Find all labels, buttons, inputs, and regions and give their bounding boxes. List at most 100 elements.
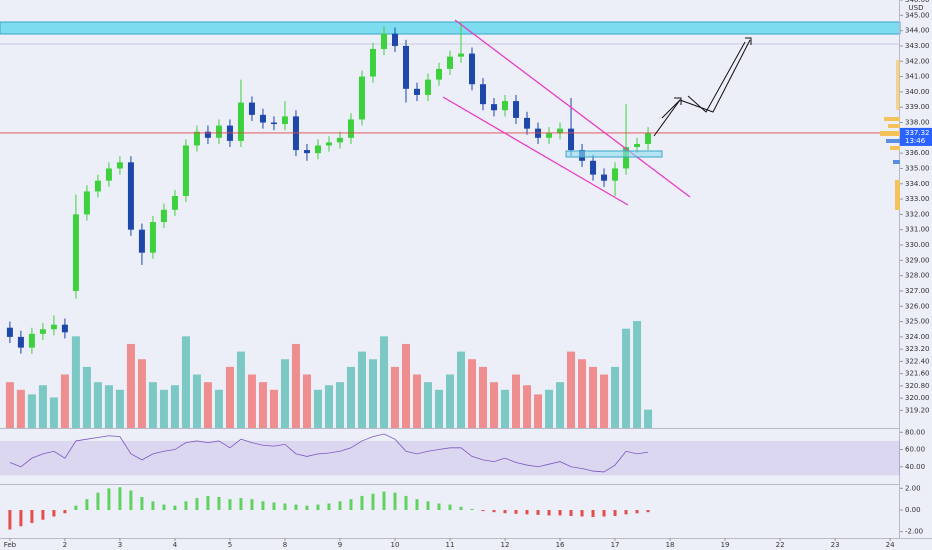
currency: USD bbox=[909, 4, 924, 12]
y-tick-label: 346.00 bbox=[905, 0, 930, 4]
macd-bar bbox=[316, 504, 320, 510]
macd-bar bbox=[426, 501, 430, 510]
volume-profile bbox=[896, 60, 900, 110]
macd-bar bbox=[305, 505, 309, 510]
volume-bar bbox=[280, 359, 289, 428]
candle-body bbox=[204, 131, 211, 138]
volume-bar bbox=[622, 328, 631, 428]
candle-body bbox=[336, 137, 343, 143]
candle-body bbox=[402, 45, 409, 89]
volume-bar bbox=[5, 382, 14, 428]
volume-bar bbox=[192, 374, 201, 428]
volume-bar bbox=[126, 343, 135, 428]
candle-body bbox=[435, 68, 442, 80]
candle-body bbox=[325, 142, 332, 146]
y-tick-label: 345.00 bbox=[905, 11, 930, 19]
volume-bar bbox=[457, 351, 466, 428]
y-tick-label: 2.00 bbox=[905, 484, 921, 492]
candle-body bbox=[469, 53, 476, 85]
candle-body bbox=[502, 101, 509, 111]
volume-bar bbox=[27, 394, 36, 428]
macd-bar bbox=[74, 505, 78, 510]
axis-separator bbox=[899, 0, 900, 538]
volume-bar bbox=[578, 359, 587, 428]
macd-bar bbox=[635, 510, 639, 514]
volume-bar bbox=[258, 382, 267, 428]
macd-bar bbox=[569, 510, 573, 516]
volume-bar bbox=[600, 374, 609, 428]
candle-body bbox=[215, 125, 222, 138]
x-tick-label: Feb bbox=[4, 541, 17, 549]
macd-bar bbox=[52, 510, 56, 517]
volume-bar bbox=[423, 382, 432, 428]
volume-profile bbox=[884, 117, 900, 121]
rsi-line bbox=[9, 433, 649, 473]
macd-bar bbox=[327, 503, 331, 510]
macd-bar bbox=[547, 510, 551, 516]
volume-bar bbox=[181, 336, 190, 428]
macd-bar bbox=[228, 499, 232, 510]
volume-bar bbox=[324, 385, 333, 428]
volume-profile bbox=[880, 131, 900, 136]
volume-bar bbox=[247, 374, 256, 428]
y-tick-label: 340.00 bbox=[905, 88, 930, 96]
candle-body bbox=[557, 128, 564, 134]
rsi-pane bbox=[0, 433, 900, 476]
y-tick-label: 325.00 bbox=[905, 318, 930, 326]
pane-separator bbox=[0, 484, 900, 485]
y-tick-label: 343.00 bbox=[905, 42, 930, 50]
macd-bar bbox=[371, 493, 375, 510]
y-tick-label: 336.00 bbox=[905, 149, 930, 157]
macd-bar bbox=[448, 504, 452, 510]
macd-bar bbox=[250, 499, 254, 510]
volume-bar bbox=[534, 394, 543, 428]
macd-bar bbox=[217, 497, 221, 510]
x-tick-label: 2 bbox=[63, 541, 67, 549]
macd-bar bbox=[624, 510, 628, 515]
candle-body bbox=[50, 324, 57, 330]
volume-bar bbox=[104, 385, 113, 428]
volume-bar bbox=[49, 397, 58, 428]
arrow-head bbox=[674, 37, 752, 105]
candle-body bbox=[171, 196, 178, 210]
candle-body bbox=[237, 102, 244, 141]
macd-bar bbox=[184, 501, 188, 510]
volume-profile bbox=[886, 139, 900, 143]
y-tick-label: 323.20 bbox=[905, 345, 930, 353]
y-tick-label: 341.00 bbox=[905, 73, 930, 81]
volume-bar bbox=[401, 343, 410, 428]
x-tick-label: 18 bbox=[666, 541, 675, 549]
volume-profile bbox=[895, 180, 900, 210]
volume-bar bbox=[556, 382, 565, 428]
candle-body bbox=[413, 88, 420, 95]
price-pane bbox=[0, 21, 900, 354]
volume-bar bbox=[390, 366, 399, 428]
candle-body bbox=[480, 84, 487, 105]
macd-bar bbox=[283, 503, 287, 510]
candle-body bbox=[182, 145, 189, 197]
x-tick-label: 4 bbox=[173, 541, 178, 549]
volume-bar bbox=[434, 389, 443, 428]
volume-bar bbox=[38, 385, 47, 428]
y-tick-label: 327.00 bbox=[905, 287, 930, 295]
volume-bar bbox=[545, 389, 554, 428]
volume-bar bbox=[214, 389, 223, 428]
axis-separator bbox=[0, 538, 932, 539]
channel-lower bbox=[442, 96, 629, 206]
candle-body bbox=[248, 102, 255, 115]
candle-body bbox=[193, 131, 200, 146]
x-tick-label: 10 bbox=[391, 541, 400, 549]
volume-bar bbox=[611, 366, 620, 428]
macd-bar bbox=[96, 492, 100, 510]
macd-bar bbox=[162, 504, 166, 510]
x-tick-label: 16 bbox=[556, 541, 565, 549]
y-tick-label: 334.00 bbox=[905, 180, 930, 188]
candle-body bbox=[116, 162, 123, 169]
candle-body bbox=[314, 145, 321, 154]
y-tick-label: 60.00 bbox=[905, 446, 925, 454]
volume-bar bbox=[468, 359, 477, 428]
macd-bar bbox=[591, 510, 595, 518]
candle-body bbox=[391, 33, 398, 46]
candle-body bbox=[590, 160, 597, 175]
countdown: 13:46 bbox=[905, 137, 926, 145]
